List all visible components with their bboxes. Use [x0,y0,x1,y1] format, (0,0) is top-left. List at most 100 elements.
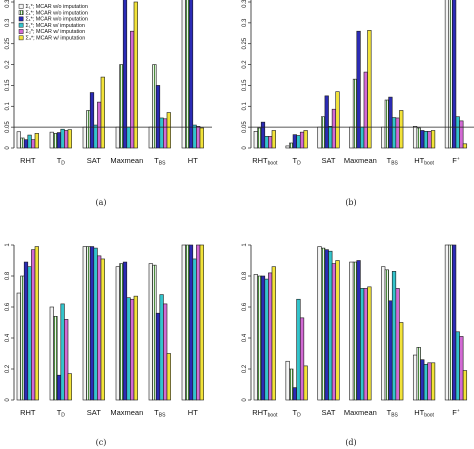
panel-label: (d) [345,438,356,447]
y-tick-label: 0.15 [5,79,11,91]
bar-sat-series-4 [328,126,333,149]
bar-rht-series-2 [257,275,262,401]
bar-ht-series-4 [192,258,197,401]
legend-entry-label: Σ₁*; MCAR w/o imputation [26,4,88,10]
bar-sat-series-1 [317,246,322,401]
y-tick-label: 0 [242,146,248,150]
y-tick-label: 0 [5,146,11,150]
bar-t-series-2 [289,142,294,149]
bar-sat-series-3 [324,95,329,149]
bar-t-series-4 [296,135,301,149]
bar-ht-series-2 [185,0,190,149]
bar-t-series-6 [67,129,72,149]
bar-t-series-6 [303,365,308,401]
legend-swatch [18,16,24,22]
bar-maxmean-series-6 [367,286,372,401]
bar-ht-series-5 [427,362,432,401]
bar-t-series-2 [384,99,389,149]
y-tick-label: 0.8 [242,271,248,280]
bar-rht-series-6 [34,133,39,149]
x-category-label: TBS [154,408,166,419]
bar-t-series-4 [60,303,65,401]
bar-rht-series-4 [27,266,32,401]
bar-ht-series-2 [416,346,421,401]
bar-maxmean-series-1 [115,266,120,401]
bar-rht-series-3 [260,121,266,149]
bar-t-series-1 [148,126,153,149]
bar-ht-series-6 [199,244,204,401]
bar-t-series-3 [56,132,62,149]
y-tick-label: 0.35 [5,0,11,8]
bar-t-series-1 [49,306,54,401]
bar-ht-series-5 [196,244,201,401]
bar-ht-series-4 [423,131,428,149]
bar-t-series-4 [159,117,164,149]
legend-entry-label: Σ₁*; MCAR w/o imputation [26,10,88,16]
bar-maxmean-series-6 [133,295,138,401]
bar-rht-series-4 [264,136,269,149]
y-tick-label: 1 [242,243,248,247]
bar-maxmean-series-4 [126,297,131,401]
y-tick-label: 0.2 [242,60,248,69]
bar-ht-series-6 [430,362,436,401]
bar-t-series-3 [155,85,161,149]
bar-ht-series-4 [192,124,197,149]
bar-maxmean-series-4 [360,126,365,149]
bar-t-series-5 [163,303,168,401]
bar-rht-series-5 [268,136,273,149]
x-category-label: HTboot [414,156,434,167]
bar-t-series-1 [49,131,54,149]
x-category-label: RHTboot [252,156,278,167]
bar-rht-series-1 [16,292,21,401]
bar-rht-series-4 [27,134,32,149]
chart-panel-c: 0 0.2 0.4 0.6 0.8 1 RHT TD SAT Maxmean TBS HT (c) [5,243,204,447]
x-category-label: Maxmean [344,408,377,417]
panel-label: (b) [345,198,356,207]
panel-label: (c) [96,438,107,447]
bar-t-series-4 [391,117,397,149]
bar-t-series-2 [289,368,294,401]
bar-t-series-5 [64,319,69,401]
bar-t-series-6 [166,353,171,401]
bar-sat-series-2 [86,246,91,401]
x-category-label: RHT [20,156,36,165]
bar-maxmean-series-4 [126,126,131,149]
bar-t-series-4 [391,271,397,401]
bar-maxmean-series-4 [360,288,365,401]
y-tick-label: 0.4 [5,333,11,342]
bar-sat-series-1 [82,246,87,401]
bar-t-series-2 [53,315,58,401]
bar-maxmean-series-6 [133,1,138,149]
bar-t-series-6 [67,373,72,401]
bar-rht-series-1 [253,131,258,149]
bar-t-series-1 [285,360,290,401]
bar-maxmean-series-2 [119,64,124,149]
bar-ht-series-1 [181,244,186,401]
bar-ht-series-4 [423,364,428,401]
bar-maxmean-series-5 [130,298,135,401]
y-tick-label: 0.2 [5,364,11,373]
bar-ht-series-5 [427,131,432,149]
x-category-label: SAT [87,408,101,417]
bar-t-series-1 [148,263,153,401]
plot-area [253,244,468,401]
y-tick-label: 0.2 [242,364,248,373]
bar-sat-series-3 [89,92,95,149]
chart-panel-a: 0 0.05 0.1 0.15 0.2 0.25 0.3 0.35 RHT TD SAT Maxmea… [5,0,212,207]
y-tick-label: 0.05 [242,121,248,133]
bar-ht-series-6 [199,127,204,149]
plot-area [253,0,468,149]
x-category-label: F+ [452,156,460,165]
y-tick-label: 0.6 [242,302,248,311]
bar-t-series-4 [159,294,164,401]
bar-rht-series-4 [264,278,269,401]
bar-t-series-2 [152,264,157,401]
y-tick-label: 0.3 [5,18,11,27]
bar-t-series-6 [399,322,404,401]
bar-f-series-2 [448,0,453,149]
bar-ht-series-1 [412,126,418,149]
bar-ht-series-6 [430,130,436,149]
bar-rht-series-2 [20,275,25,401]
bar-t-series-6 [166,112,171,149]
